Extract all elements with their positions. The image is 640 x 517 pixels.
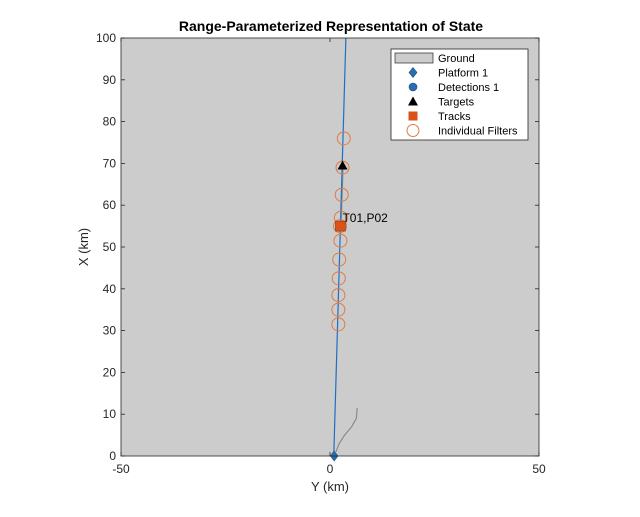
y-tick-label: 30 <box>103 324 117 338</box>
y-tick-label: 0 <box>109 449 116 463</box>
legend-marker-patch <box>394 52 434 64</box>
filter-9 <box>331 288 346 303</box>
x-tick-label: -50 <box>112 462 130 476</box>
legend-marker-square <box>408 111 418 121</box>
filter-10 <box>331 302 346 317</box>
legend-label: Detections 1 <box>438 82 499 94</box>
x-axis: -50 0 50 <box>112 38 546 476</box>
y-tick-label: 100 <box>96 31 116 45</box>
y-tick-label: 40 <box>103 282 117 296</box>
legend-label: Platform 1 <box>438 68 488 80</box>
y-tick-label: 20 <box>103 365 117 379</box>
filter-8 <box>331 271 346 286</box>
y-axis-label: X (km) <box>76 228 91 266</box>
legend-label: Ground <box>438 53 475 65</box>
y-tick-label: 90 <box>103 73 117 87</box>
legend-marker-triangle <box>408 96 418 106</box>
y-axis: 0 10 20 30 40 50 60 70 80 90 100 <box>96 31 539 463</box>
chart-title: Range-Parameterized Representation of St… <box>179 18 483 34</box>
y-tick-label: 70 <box>103 156 117 170</box>
legend-label: Tracks <box>438 111 471 123</box>
legend-marker-circle-open <box>406 124 420 137</box>
y-tick-label: 50 <box>103 240 117 254</box>
legend-label: Individual Filters <box>438 126 518 138</box>
x-tick-label: 0 <box>327 462 334 476</box>
legend-marker-diamond <box>408 67 418 78</box>
track-marker <box>335 220 346 232</box>
filter-1 <box>336 131 351 146</box>
y-tick-label: 60 <box>103 198 117 212</box>
plot-marks: T01,P02 <box>330 37 388 462</box>
target-marker <box>337 160 348 170</box>
legend: Ground Platform 1 Detections 1 Targets Track… <box>390 48 529 141</box>
y-tick-label: 10 <box>103 407 117 421</box>
filter-11 <box>331 317 346 332</box>
x-tick-label: 50 <box>532 462 546 476</box>
filter-5 <box>333 219 348 234</box>
filter-7 <box>332 252 347 267</box>
filter-3 <box>334 187 349 202</box>
legend-marker-circle-filled <box>408 82 418 92</box>
x-axis-label: Y (km) <box>311 479 349 494</box>
filter-6 <box>333 233 348 248</box>
y-tick-label: 80 <box>103 115 117 129</box>
target-trail <box>335 407 358 453</box>
legend-label: Targets <box>438 97 475 109</box>
track-label: T01,P02 <box>342 211 388 225</box>
